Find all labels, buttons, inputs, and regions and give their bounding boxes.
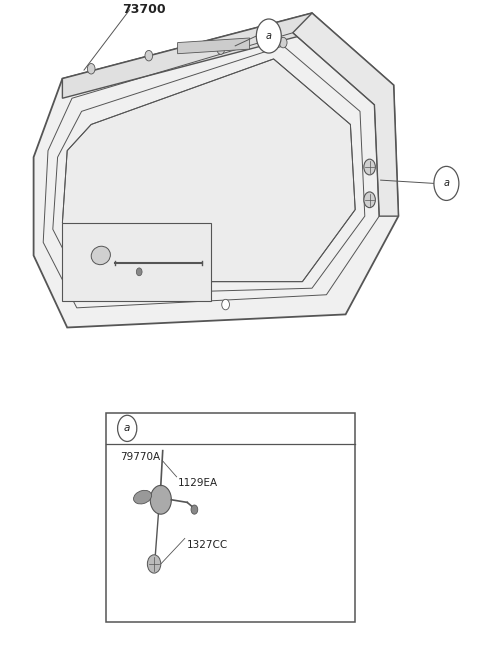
Circle shape	[364, 159, 375, 175]
Text: a: a	[124, 423, 131, 434]
Text: 79770A: 79770A	[120, 452, 160, 462]
Text: 1129EA: 1129EA	[178, 478, 218, 488]
Polygon shape	[178, 38, 250, 54]
Circle shape	[191, 505, 198, 514]
Text: a: a	[266, 31, 272, 41]
Polygon shape	[293, 13, 398, 216]
Polygon shape	[62, 223, 211, 301]
Circle shape	[434, 166, 459, 200]
Circle shape	[147, 555, 161, 573]
Circle shape	[150, 485, 171, 514]
Circle shape	[364, 192, 375, 208]
Circle shape	[217, 44, 225, 54]
Circle shape	[136, 268, 142, 276]
Text: 1327CC: 1327CC	[187, 540, 228, 550]
Polygon shape	[62, 13, 312, 98]
Circle shape	[256, 19, 281, 53]
FancyBboxPatch shape	[106, 413, 355, 622]
Text: 73700: 73700	[122, 3, 166, 16]
Circle shape	[279, 37, 287, 48]
Polygon shape	[34, 13, 398, 328]
Circle shape	[87, 64, 95, 74]
Ellipse shape	[91, 246, 110, 265]
Circle shape	[118, 415, 137, 441]
Ellipse shape	[133, 491, 152, 504]
Polygon shape	[62, 59, 355, 282]
Circle shape	[145, 50, 153, 61]
Circle shape	[222, 299, 229, 310]
Text: a: a	[444, 178, 449, 189]
